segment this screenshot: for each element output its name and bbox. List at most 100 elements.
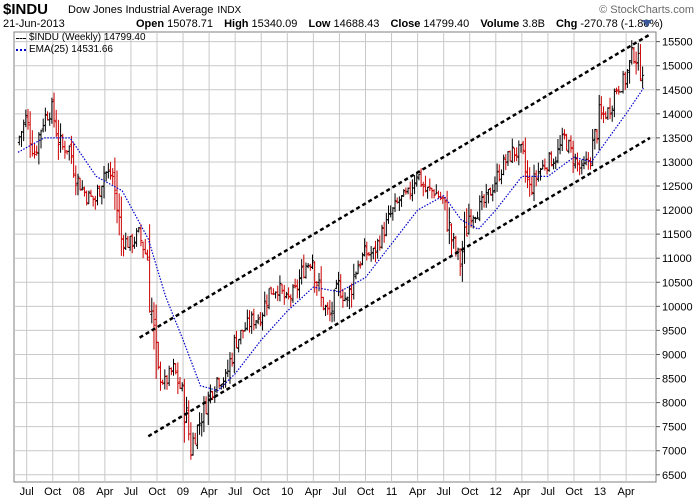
ohlc-bar: [539, 167, 543, 181]
ohlc-bar: [519, 144, 523, 153]
ohlc-bar: [54, 109, 58, 138]
exchange-label: INDX: [217, 5, 242, 16]
ohlc-bar: [512, 147, 516, 162]
x-tick-label: Oct: [461, 486, 478, 498]
y-tick-label: 10000: [662, 301, 693, 313]
x-tick-label: Oct: [148, 486, 165, 498]
ohlc-bar: [87, 190, 91, 205]
x-tick-label: Jul: [124, 486, 138, 498]
ohlc-bar: [567, 139, 571, 154]
stat-label-high: High: [224, 18, 249, 30]
ticker-symbol: $INDU: [3, 1, 49, 18]
ohlc-bar: [404, 187, 408, 195]
ohlc-bar: [530, 176, 534, 196]
ohlc-bar: [328, 299, 332, 322]
ohlc-bar: [176, 362, 180, 395]
chevron-down-icon[interactable]: [642, 20, 652, 27]
ohlc-bar: [571, 140, 575, 173]
ohlc-bar: [415, 172, 419, 187]
x-tick-label: 09: [177, 486, 189, 498]
y-tick-label: 15000: [662, 61, 693, 73]
ohlc-bar: [352, 263, 356, 300]
ohlc-bar: [265, 294, 269, 316]
ohlc-bar: [523, 137, 527, 183]
ohlc-bar: [241, 329, 245, 339]
ohlc-bar: [547, 152, 551, 172]
stat-label-volume: Volume: [480, 18, 520, 30]
upper-channel-line: [138, 33, 651, 339]
ohlc-bar: [541, 159, 545, 170]
ohlc-bar: [575, 152, 579, 172]
ohlc-bar: [306, 263, 310, 269]
legend-ema-label: EMA(25) 14531.66: [29, 44, 113, 55]
ohlc-bar: [408, 181, 412, 200]
ohlc-bar: [224, 368, 228, 388]
ohlc-bar: [565, 133, 569, 151]
ohlc-bar: [72, 142, 76, 178]
ohlc-bar: [432, 189, 436, 199]
x-tick-label: Apr: [513, 486, 530, 498]
ohlc-bar: [493, 176, 497, 194]
ohlc-bar: [339, 274, 343, 299]
ohlc-bar: [521, 140, 525, 155]
y-axis: 6500 7000 7500 8000 8500 9000 9500 10000 10500 11…: [656, 37, 693, 482]
ohlc-bar: [360, 252, 364, 266]
ohlc-bar: [480, 190, 484, 211]
lower-channel-line: [147, 136, 651, 438]
ohlc-bar: [234, 330, 238, 349]
ohlc-bar: [593, 128, 597, 150]
ohlc-bar: [100, 185, 104, 205]
ohlc-bar: [139, 224, 143, 247]
ohlc-bar: [195, 424, 199, 450]
ohlc-bar: [476, 211, 480, 220]
ohlc-bar: [300, 259, 304, 285]
ohlc-bar: [369, 245, 373, 262]
ohlc-bar: [402, 189, 406, 197]
stat-value-volume: 3.8B: [522, 18, 545, 30]
ohlc-bar: [562, 129, 566, 140]
ohlc-bar: [85, 190, 89, 206]
ohlc-bar: [419, 168, 423, 187]
ohlc-bar: [267, 288, 271, 310]
y-tick-label: 6500: [662, 470, 686, 482]
ohlc-bar: [180, 382, 184, 392]
ohlc-bar: [291, 284, 295, 303]
x-tick-label: Apr: [201, 486, 218, 498]
ohlc-bar: [486, 188, 490, 204]
legend-ema-swatch: [16, 49, 26, 51]
y-tick-label: 13500: [662, 133, 693, 145]
ohlc-bar: [276, 285, 280, 301]
y-tick-label: 11500: [662, 229, 692, 241]
ohlc-bar: [39, 129, 43, 149]
ohlc-bar: [347, 285, 351, 310]
y-tick-label: 12500: [662, 181, 693, 193]
chart-header: $INDU Dow Jones Industrial Average INDX ©…: [0, 0, 700, 32]
ohlc-bar: [343, 292, 347, 302]
ohlc-bar: [623, 71, 627, 91]
ohlc-bar: [413, 175, 417, 195]
ohlc-bar: [610, 105, 614, 122]
brand-watermark[interactable]: © StockCharts.com: [599, 4, 694, 16]
ohlc-bar: [221, 377, 225, 389]
ohlc-bar: [447, 207, 451, 245]
ohlc-bar: [206, 391, 210, 425]
stat-value-low: 14688.43: [333, 18, 380, 30]
ohlc-bar: [495, 163, 499, 192]
x-tick-label: 10: [281, 486, 293, 498]
ohlc-bar: [287, 287, 291, 300]
ohlc-bar: [76, 173, 80, 196]
ohlc-bar: [193, 432, 197, 445]
ohlc-bar: [80, 180, 84, 191]
ohlc-bar: [515, 147, 519, 162]
x-tick-label: 13: [594, 486, 606, 498]
y-tick-label: 7000: [662, 446, 686, 458]
ohlc-bar: [569, 135, 573, 153]
ohlc-bar: [156, 341, 160, 370]
y-tick-label: 14500: [662, 85, 693, 97]
plot-area: [13, 31, 657, 483]
ohlc-bar: [330, 301, 334, 323]
stat-label-close: Close: [390, 18, 421, 30]
y-tick-label: 10500: [662, 277, 693, 289]
ohlc-bar: [278, 275, 282, 302]
x-tick-label: 08: [73, 486, 85, 498]
